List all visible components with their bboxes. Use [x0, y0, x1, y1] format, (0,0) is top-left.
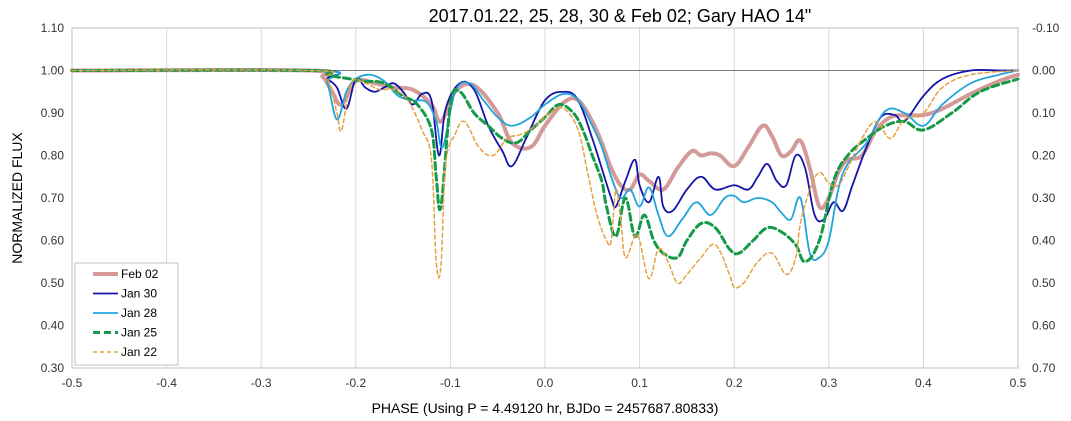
- x-tick-label: -0.4: [156, 376, 177, 390]
- y-tick-label: 1.00: [41, 64, 65, 78]
- x-tick-label: -0.5: [62, 376, 83, 390]
- legend-label: Jan 30: [121, 287, 157, 301]
- legend-label: Feb 02: [121, 267, 159, 281]
- x-tick-label: 0.4: [915, 376, 932, 390]
- y-tick-label: 0.80: [41, 149, 65, 163]
- x-tick-label: 0.0: [537, 376, 554, 390]
- y-tick-label: 0.60: [41, 234, 65, 248]
- legend-label: Jan 25: [121, 326, 157, 340]
- x-tick-label: 0.1: [631, 376, 648, 390]
- y-tick-label: 1.10: [41, 21, 65, 35]
- series-line-feb-02: [70, 67, 1020, 211]
- legend-label: Jan 28: [121, 306, 157, 320]
- legend-box: [74, 262, 179, 366]
- x-tick-label: -0.2: [345, 376, 366, 390]
- y2-tick-label: 0.00: [1032, 64, 1056, 78]
- x-axis-title: PHASE (Using P = 4.49120 hr, BJDo = 2457…: [372, 400, 719, 416]
- y2-tick-label: -0.10: [1032, 21, 1060, 35]
- legend-label: Jan 22: [121, 345, 157, 359]
- series-line-jan-28: [71, 68, 1019, 262]
- y-tick-label: 0.30: [41, 361, 65, 375]
- series-lines: [70, 67, 1020, 289]
- y-tick-label: 0.50: [41, 276, 65, 290]
- y2-tick-label: 0.60: [1032, 319, 1056, 333]
- y2-tick-label: 0.30: [1032, 191, 1056, 205]
- x-tick-label: 0.3: [820, 376, 837, 390]
- plot-area-frame: [71, 27, 1019, 369]
- y2-tick-label: 0.70: [1032, 361, 1056, 375]
- x-tick-label: 0.5: [1010, 376, 1027, 390]
- series-line-jan-25: [70, 68, 1020, 264]
- y2-tick-label: 0.10: [1032, 106, 1056, 120]
- x-tick-label: 0.2: [726, 376, 743, 390]
- y-tick-label: 0.40: [41, 319, 65, 333]
- secondary-y-axis-ticks: 0.70 0.60 0.50 0.40 0.30 0.20 0.10 0.00 -0.10: [1032, 21, 1060, 375]
- series-line-jan-30: [71, 68, 1019, 223]
- y-tick-label: 0.90: [41, 106, 65, 120]
- y-tick-label: 0.70: [41, 191, 65, 205]
- legend-items: Feb 02 Jan 30 Jan 28 Jan 25 Jan 22: [93, 267, 159, 359]
- legend: Feb 02 Jan 30 Jan 28 Jan 25 Jan 22: [74, 262, 179, 366]
- y2-tick-label: 0.20: [1032, 149, 1056, 163]
- x-tick-label: -0.1: [440, 376, 461, 390]
- chart-title: 2017.01.22, 25, 28, 30 & Feb 02; Gary HA…: [429, 6, 812, 26]
- y-axis-ticks: 0.30 0.40 0.50 0.60 0.70 0.80 0.90 1.00 1.10: [41, 21, 65, 375]
- x-axis-ticks: -0.5 -0.4 -0.3 -0.2 -0.1 0.0 0.1 0.2 0.3 0.4 0.5: [62, 376, 1027, 390]
- x-tick-label: -0.3: [251, 376, 272, 390]
- y-axis-title: NORMALIZED FLUX: [9, 132, 25, 264]
- y2-tick-label: 0.50: [1032, 276, 1056, 290]
- y2-tick-label: 0.40: [1032, 234, 1056, 248]
